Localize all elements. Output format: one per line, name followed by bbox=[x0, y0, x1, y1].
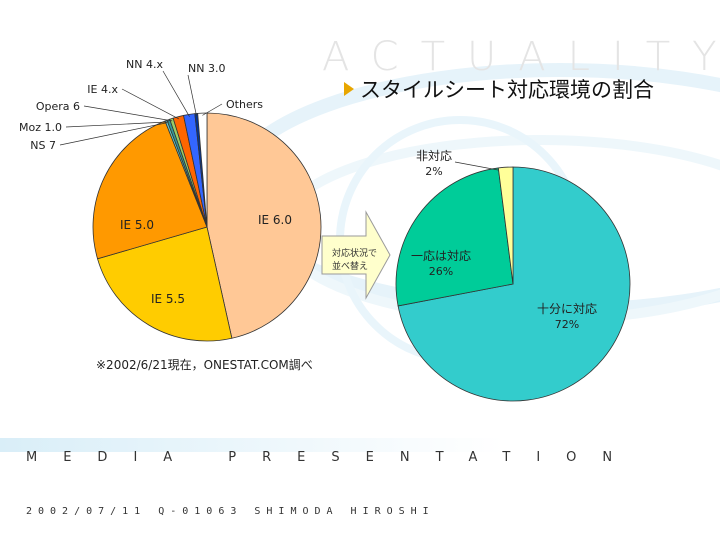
label-nn-4-x: NN 4.x bbox=[126, 58, 163, 71]
support-leader-line bbox=[454, 161, 499, 171]
leader-line-ie-4-x bbox=[121, 88, 180, 120]
media-presentation-label: MEDIA PRESENTATION bbox=[26, 450, 639, 465]
label-opera-6: Opera 6 bbox=[36, 100, 80, 113]
support-label-2: 非対応 bbox=[416, 149, 452, 163]
support-slice-slice-0 bbox=[397, 166, 631, 402]
leader-line-others bbox=[202, 103, 223, 116]
support-slice-slice-2 bbox=[497, 166, 514, 285]
leader-line-nn-3-0 bbox=[187, 74, 197, 116]
support-pct-1: 26% bbox=[429, 265, 453, 278]
source-note: ※2002/6/21現在，ONESTAT.COM調べ bbox=[96, 358, 313, 372]
label-ns-7: NS 7 bbox=[30, 139, 56, 152]
label-ie-4-x: IE 4.x bbox=[87, 83, 118, 96]
browser-slice-ie-5-5 bbox=[97, 226, 233, 342]
slide-title-row: スタイルシート対応環境の割合 bbox=[344, 74, 654, 104]
arrow-label-line1: 対応状況で bbox=[332, 247, 377, 259]
label-ie-5-5: IE 5.5 bbox=[151, 292, 185, 306]
support-level-pie: 十分に対応 72% 一応は対応 26% 非対応 2% bbox=[395, 149, 631, 402]
support-pct-0: 72% bbox=[555, 318, 579, 331]
support-slice-slice-1 bbox=[395, 167, 514, 307]
leader-line-opera-6 bbox=[83, 105, 173, 122]
label-ie-5-0: IE 5.0 bbox=[120, 218, 154, 232]
browser-slice-ie-6-0 bbox=[206, 112, 322, 339]
label-moz-1-0: Moz 1.0 bbox=[19, 121, 62, 134]
label-ie-6-0: IE 6.0 bbox=[258, 213, 292, 227]
title-bullet-icon bbox=[344, 82, 354, 96]
sort-arrow: 対応状況で 並べ替え bbox=[321, 210, 391, 300]
leader-line-ns-7 bbox=[59, 122, 167, 146]
label-nn-3-0: NN 3.0 bbox=[188, 62, 225, 75]
support-label-0: 十分に対応 bbox=[537, 302, 597, 316]
footer-band bbox=[0, 438, 720, 452]
arrow-label-line2: 並べ替え bbox=[332, 260, 368, 272]
support-label-1: 一応は対応 bbox=[411, 249, 471, 263]
browser-share-pie: IE 6.0 IE 5.5 IE 5.0 NS 7 Moz 1.0 Opera 6 IE 4… bbox=[19, 58, 322, 342]
right-arrow-icon bbox=[321, 210, 391, 300]
leader-line-nn-4-x bbox=[162, 70, 190, 117]
slide-title: スタイルシート対応環境の割合 bbox=[360, 78, 654, 102]
leader-line-moz-1-0 bbox=[65, 121, 170, 128]
support-pct-2: 2% bbox=[425, 165, 442, 178]
brand-watermark: ACTUALITY bbox=[322, 34, 720, 80]
footer-credit: 2002/07/11 Q-01063 SHIMODA HIROSHI bbox=[26, 506, 435, 517]
label-others: Others bbox=[226, 98, 263, 111]
